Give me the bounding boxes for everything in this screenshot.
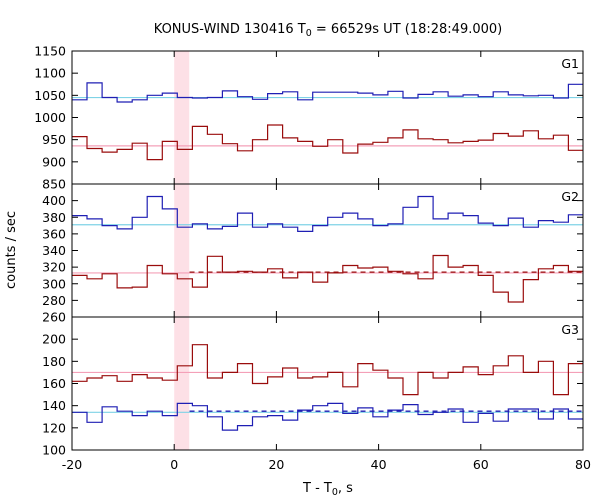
x-tick-label: -20 (62, 457, 82, 472)
panel-frame (71, 183, 584, 318)
y-tick-label: 200 (42, 332, 66, 347)
series-blue (72, 195, 583, 232)
y-tick-label: 1050 (34, 88, 66, 103)
y-tick-label: 100 (42, 443, 66, 458)
series-red (72, 254, 583, 303)
y-tick-label: 140 (42, 398, 66, 413)
x-tick-label: 20 (268, 457, 284, 472)
x-tick-label: 40 (371, 457, 387, 472)
panel-label: G1 (561, 56, 579, 71)
y-tick-label: 850 (42, 177, 66, 192)
y-tick-label: 280 (42, 293, 66, 308)
highlight-band (174, 51, 190, 450)
y-tick-label: 400 (42, 193, 66, 208)
panels: 8509009501000105011001150G12602803003203… (34, 44, 591, 473)
x-tick-label: 80 (575, 457, 591, 472)
y-tick-label: 360 (42, 226, 66, 241)
x-axis-label: T - T0, s (302, 481, 353, 498)
series-blue (72, 82, 583, 103)
y-tick-label: 320 (42, 260, 66, 275)
panel-frame (71, 50, 584, 185)
panel-g3: 100 120 140 160 180 200 G3 (42, 316, 584, 458)
y-tick-label: 900 (42, 154, 66, 169)
series-red (72, 124, 583, 161)
series-blue (72, 402, 583, 431)
y-tick-label: 120 (42, 420, 66, 435)
y-tick-label: 340 (42, 243, 66, 258)
series-red (72, 344, 583, 396)
y-tick-label: 1100 (34, 66, 66, 81)
y-tick-label: 180 (42, 354, 66, 369)
x-tick-label: 0 (170, 457, 178, 472)
y-tick-label: 950 (42, 132, 66, 147)
panel-label: G2 (561, 189, 579, 204)
chart-title: KONUS-WIND 130416 T0 = 66529s UT (18:28:… (154, 22, 503, 39)
panel-label: G3 (561, 322, 579, 337)
y-axis-label: counts / sec (4, 211, 19, 289)
y-tick-label: 300 (42, 276, 66, 291)
panel-frame (71, 316, 584, 451)
y-tick-label: 260 (42, 310, 66, 325)
y-tick-label: 1150 (34, 44, 66, 59)
panel-g1: 850 900 950 1000 1050 1100 1150 G1 (34, 44, 584, 192)
y-tick-label: 380 (42, 210, 66, 225)
y-tick-label: 160 (42, 376, 66, 391)
x-tick-label: 60 (473, 457, 489, 472)
y-tick-label: 1000 (34, 110, 66, 125)
